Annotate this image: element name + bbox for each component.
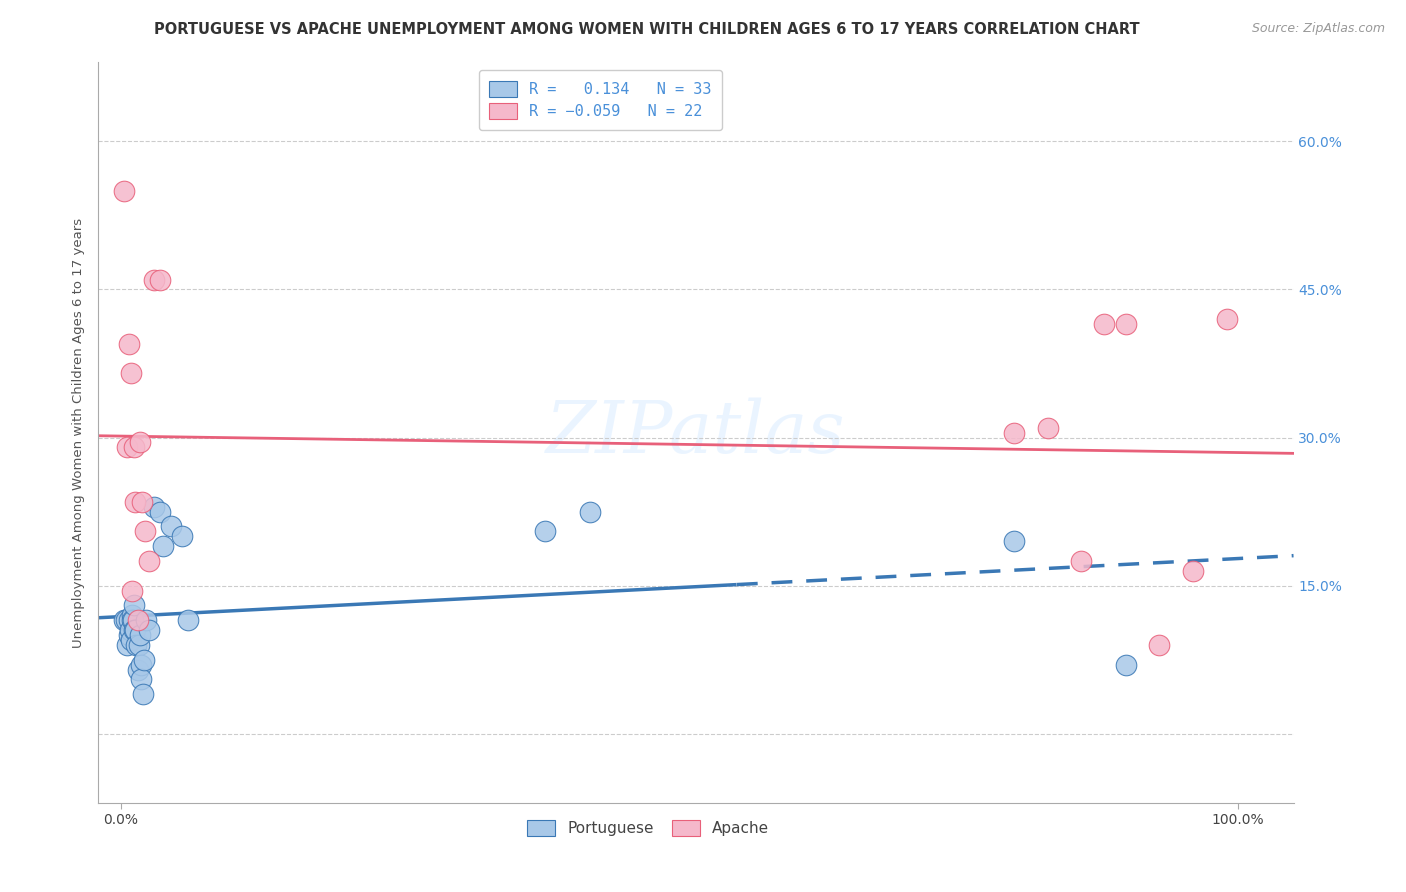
Point [135,613,157,627]
Point [1002,425,1025,440]
Point [112,184,135,198]
Point [1002,534,1025,549]
Point [117,336,139,351]
Point [128,628,150,642]
Point [172,529,194,543]
Point [160,519,183,533]
Point [132,687,155,701]
Point [128,638,150,652]
Text: ZIPatlas: ZIPatlas [546,397,846,468]
Point [118,623,141,637]
Point [117,613,139,627]
Point [143,272,166,286]
Point [124,494,146,508]
Point [131,494,153,508]
Point [177,613,200,627]
Point [121,583,143,598]
Point [122,623,145,637]
Point [117,628,139,642]
Point [1215,312,1237,326]
Point [1115,317,1137,331]
Point [117,638,139,652]
Point [134,524,156,539]
Point [122,599,145,613]
Point [127,613,149,627]
Point [112,613,135,627]
Point [122,441,145,455]
Point [129,657,152,672]
Point [121,608,143,623]
Point [149,272,172,286]
Point [138,623,160,637]
Point [579,505,602,519]
Point [1115,657,1137,672]
Point [129,673,152,687]
Point [138,554,160,568]
Point [115,613,138,627]
Point [152,539,174,553]
Point [143,500,166,514]
Point [1036,420,1059,434]
Text: PORTUGUESE VS APACHE UNEMPLOYMENT AMONG WOMEN WITH CHILDREN AGES 6 TO 17 YEARS C: PORTUGUESE VS APACHE UNEMPLOYMENT AMONG … [153,22,1140,37]
Point [125,638,148,652]
Text: Source: ZipAtlas.com: Source: ZipAtlas.com [1251,22,1385,36]
Point [134,653,156,667]
Y-axis label: Unemployment Among Women with Children Ages 6 to 17 years: Unemployment Among Women with Children A… [72,218,86,648]
Point [534,524,557,539]
Point [121,613,143,627]
Point [120,632,142,647]
Point [1070,554,1092,568]
Point [124,623,146,637]
Point [1182,564,1205,578]
Point [117,441,139,455]
Point [122,613,145,627]
Point [127,663,149,677]
Point [1149,638,1171,652]
Point [1092,317,1115,331]
Point [128,435,150,450]
Legend: Portuguese, Apache: Portuguese, Apache [517,809,779,847]
Point [120,367,142,381]
Point [149,505,172,519]
